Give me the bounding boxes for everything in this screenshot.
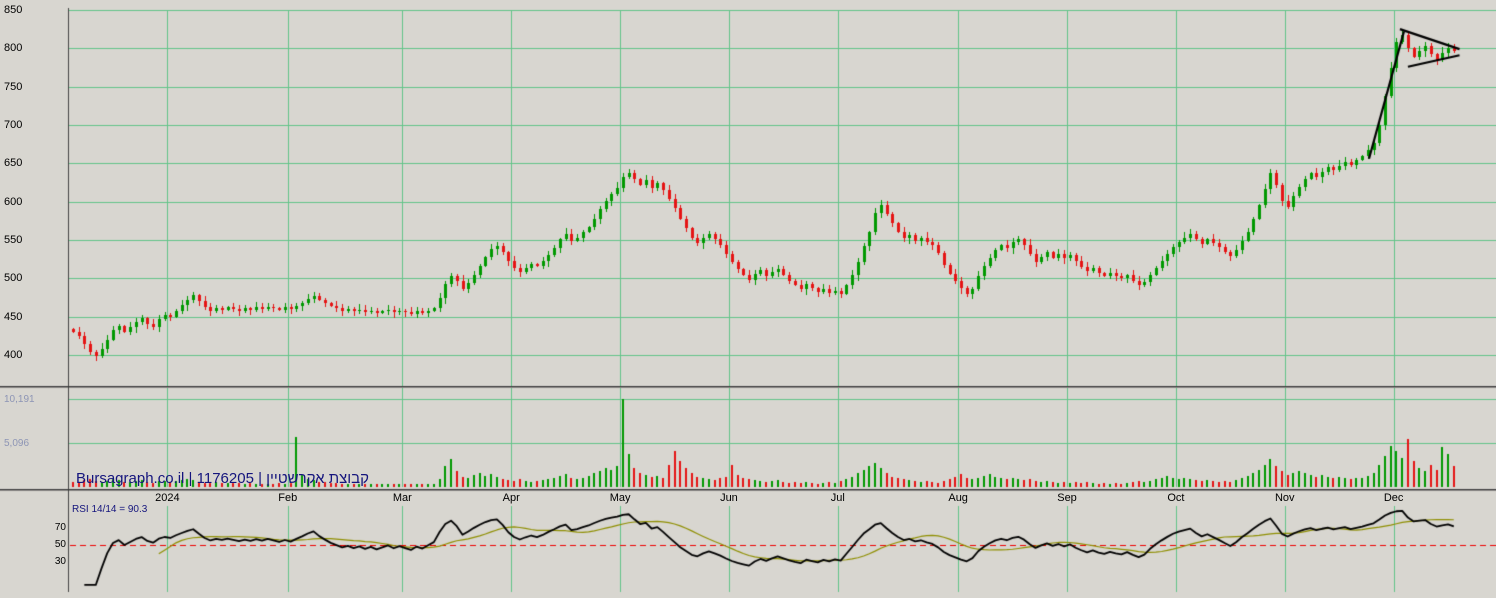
price-axis-label: 450 bbox=[4, 310, 23, 323]
month-label: Sep bbox=[1057, 492, 1077, 504]
month-label: Mar bbox=[392, 492, 412, 504]
rsi-axis-label: 70 bbox=[54, 522, 66, 533]
month-label: May bbox=[609, 492, 631, 504]
rsi-indicator-label: RSI 14/14 = 90.3 bbox=[72, 504, 148, 515]
rsi-axis-label: 30 bbox=[54, 556, 66, 567]
price-axis-label: 550 bbox=[4, 234, 23, 246]
volume-axis-label: 5,096 bbox=[4, 437, 30, 449]
price-axis-label: 700 bbox=[4, 119, 23, 131]
month-label: Aug bbox=[948, 492, 968, 504]
volume-axis-label: 10,191 bbox=[4, 394, 35, 405]
month-label: Nov bbox=[1274, 492, 1295, 504]
month-label: Dec bbox=[1383, 492, 1404, 504]
price-axis-label: 600 bbox=[4, 195, 23, 208]
price-axis-label: 650 bbox=[4, 157, 23, 170]
month-label: Feb bbox=[278, 492, 298, 504]
month-label: Oct bbox=[1167, 492, 1185, 504]
month-label: Jun bbox=[720, 492, 738, 504]
price-axis-label: 750 bbox=[4, 80, 23, 93]
price-axis-label: 500 bbox=[4, 272, 23, 285]
month-label: 2024 bbox=[155, 492, 180, 504]
watermark-text: Bursagraph.co.il | 1176205 | קבוצת אקרשט… bbox=[76, 470, 369, 487]
month-label: Jul bbox=[830, 492, 845, 504]
price-axis-label: 400 bbox=[4, 349, 23, 361]
price-axis-label: 850 bbox=[4, 4, 23, 16]
rsi-axis-label: 50 bbox=[54, 539, 66, 550]
price-axis-label: 800 bbox=[4, 42, 23, 55]
month-label: Apr bbox=[502, 492, 520, 504]
